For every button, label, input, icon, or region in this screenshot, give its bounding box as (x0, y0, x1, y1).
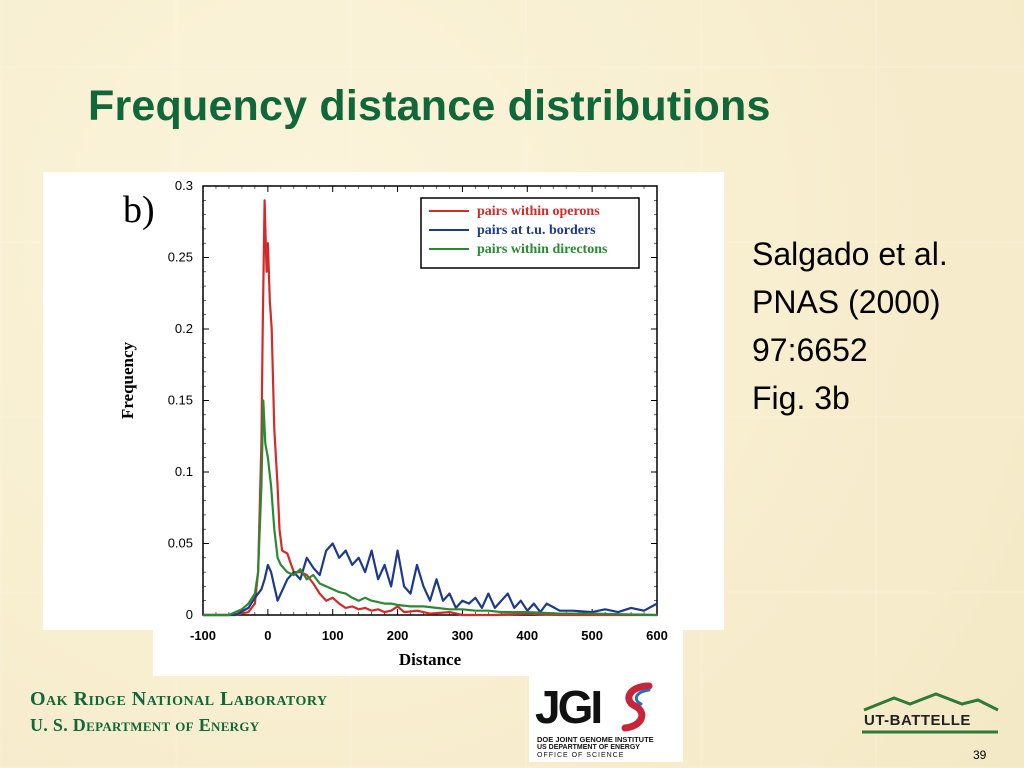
x-axis-label: Distance (399, 650, 462, 669)
frequency-distance-chart: 0 0.05 0.1 0.15 0.2 0.25 0.3 -100 0 100 200 300 400 5… (118, 178, 668, 669)
legend-label-3: pairs within directons (477, 242, 608, 257)
ut-battelle-text: UT-BATTELLE (864, 712, 971, 729)
series-line-1 (203, 199, 657, 617)
citation-line-authors: Salgado et al. (752, 236, 948, 272)
org-line2: U. S. Department of Energy (30, 715, 260, 735)
citation: Salgado et al. PNAS (2000) 97:6652 Fig. … (752, 230, 948, 422)
ornl-logo-text: Oak Ridge National Laboratory U. S. Depa… (30, 688, 328, 736)
y-tick-label: 0.2 (175, 321, 193, 336)
y-tick-label: 0 (186, 607, 193, 622)
legend-label-2: pairs at t.u. borders (477, 223, 596, 238)
jgi-line3: OFFICE OF SCIENCE (537, 752, 625, 759)
x-tick-label: 300 (452, 628, 474, 643)
x-tick-label: -100 (190, 628, 216, 643)
citation-line-volume: 97:6652 (752, 332, 868, 368)
jgi-subtitle: DOE JOINT GENOME INSTITUTE US DEPARTMENT… (537, 736, 654, 760)
ut-battelle-mountain-icon (862, 692, 999, 734)
x-tick-label: 100 (322, 628, 344, 643)
y-tick-label: 0.25 (168, 250, 193, 265)
ut-battelle-logo: UT-BATTELLE (858, 690, 1002, 740)
panel-label: b) (123, 189, 155, 231)
org-line1: Oak Ridge National Laboratory (30, 688, 328, 710)
series-line-2 (203, 542, 658, 617)
jgi-logo: JGI DOE JOINT GENOME INSTITUTE US DEPART… (529, 676, 683, 762)
y-tick-label: 0.05 (168, 536, 193, 551)
y-axis-label: Frequency (118, 341, 137, 419)
figure-background-lower (153, 628, 683, 676)
y-tick-label: 0.15 (168, 393, 193, 408)
jgi-mark: JGI (535, 681, 603, 733)
y-tick-label: 0.1 (175, 464, 193, 479)
citation-line-figure: Fig. 3b (752, 380, 850, 416)
legend-label-1: pairs within operons (477, 204, 600, 219)
series-line-3 (203, 399, 658, 617)
jgi-swoosh-icon (621, 682, 653, 732)
x-tick-label: 600 (646, 628, 668, 643)
x-tick-label: 200 (387, 628, 409, 643)
page-number: 39 (973, 748, 987, 762)
x-tick-label: 400 (516, 628, 538, 643)
x-tick-label: 0 (264, 628, 271, 643)
legend-box (420, 197, 640, 269)
jgi-line1: DOE JOINT GENOME INSTITUTE (537, 735, 654, 744)
slide-title: Frequency distance distributions (88, 82, 771, 130)
y-tick-label: 0.3 (175, 178, 193, 193)
citation-line-journal: PNAS (2000) (752, 284, 941, 320)
jgi-line2: US DEPARTMENT OF ENERGY (537, 744, 640, 751)
x-tick-label: 500 (581, 628, 603, 643)
